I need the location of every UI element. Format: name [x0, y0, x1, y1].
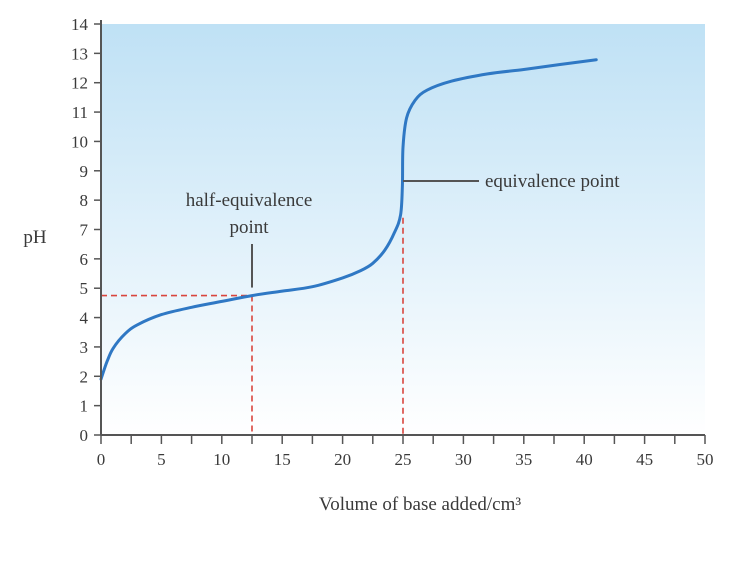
- x-tick-label: 15: [274, 450, 291, 469]
- x-tick-label: 30: [455, 450, 472, 469]
- x-tick-label: 5: [157, 450, 166, 469]
- y-tick-label: 8: [80, 191, 89, 210]
- y-tick-label: 3: [80, 338, 89, 357]
- y-tick-label: 13: [71, 44, 88, 63]
- y-axis-title: pH: [23, 227, 47, 248]
- y-tick-label: 10: [71, 132, 88, 151]
- half-equivalence-label: half-equivalence: [186, 190, 313, 211]
- x-tick-label: 25: [395, 450, 412, 469]
- y-tick-label: 5: [80, 279, 89, 298]
- guide-lines: [101, 217, 404, 435]
- y-tick-label: 2: [80, 367, 89, 386]
- x-tick-label: 20: [334, 450, 351, 469]
- y-tick-label: 1: [80, 397, 89, 416]
- y-tick-label: 14: [71, 15, 89, 34]
- x-tick-label: 0: [97, 450, 106, 469]
- y-tick-label: 4: [80, 309, 89, 328]
- y-tick-label: 6: [80, 250, 89, 269]
- half-equivalence-label-point: point: [229, 217, 269, 238]
- curve-layer: [99, 58, 598, 381]
- x-tick-label: 45: [636, 450, 653, 469]
- y-tick-label: 0: [80, 426, 89, 445]
- x-tick-label: 40: [576, 450, 593, 469]
- x-tick-label: 35: [515, 450, 532, 469]
- y-tick-label: 11: [72, 103, 88, 122]
- x-tick-label: 50: [697, 450, 714, 469]
- x-axis-title: Volume of base added/cm³: [319, 494, 521, 515]
- y-tick-label: 12: [71, 74, 88, 93]
- equivalence-label: equivalence point: [485, 171, 620, 192]
- x-tick-label: 10: [213, 450, 230, 469]
- y-tick-label: 9: [80, 162, 89, 181]
- titration-curve-0: [99, 58, 598, 381]
- annotations: half-equivalence point equivalence point: [186, 171, 620, 288]
- y-tick-label: 7: [80, 221, 89, 240]
